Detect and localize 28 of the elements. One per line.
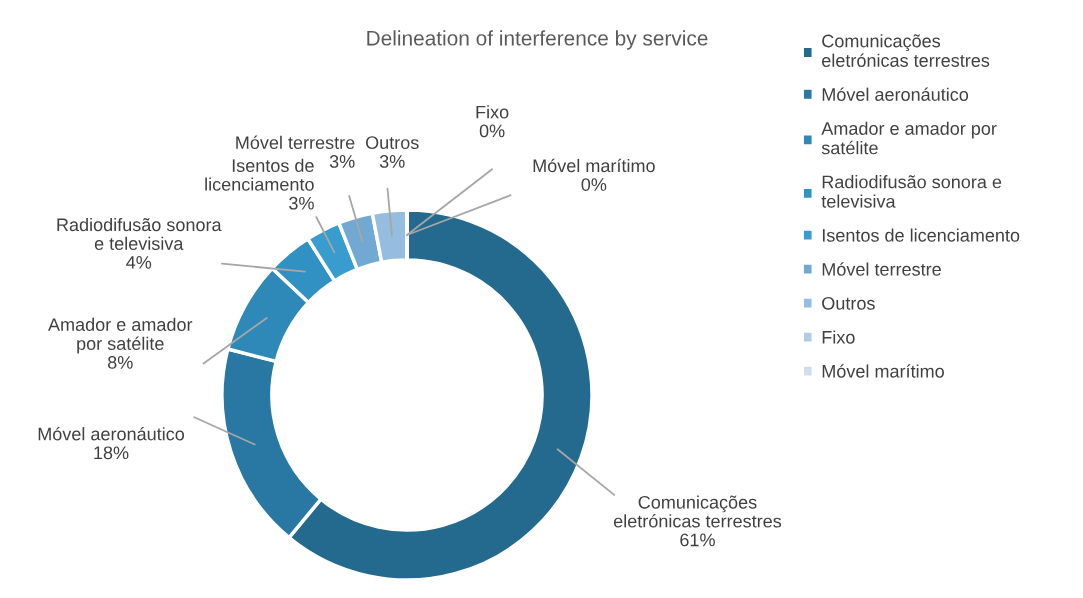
legend-label: Comunicações eletrónicas terrestres	[822, 34, 990, 67]
slice-label: Móvel aeronáutico	[38, 426, 185, 441]
category-label: Móvel marítimo	[533, 158, 655, 173]
slice-label: Outros	[365, 136, 419, 150]
legend-label: Móvel marítimo	[822, 364, 944, 378]
data-label: 3%	[289, 196, 314, 210]
chart-title: Delineation of interference by service	[367, 30, 708, 50]
category-label: Fixo	[476, 105, 509, 119]
legend-label: Isentos de licenciamento	[822, 228, 1020, 242]
slice-label: Radiodifusão sonora e televisiva	[57, 217, 222, 250]
slice-label: Isentos de licenciamento	[205, 158, 314, 191]
data-label: 3%	[329, 155, 355, 168]
data-label: 18%	[94, 446, 129, 460]
legend-label: Radiodifusão sonora e televisiva	[821, 175, 1002, 208]
data-label: 3%	[379, 155, 405, 168]
text: 0%	[479, 124, 505, 138]
legend-label: Outros	[822, 296, 875, 310]
slice-label: Amador e amador por satélite	[48, 317, 193, 354]
data-label: 61%	[680, 533, 715, 547]
legend-label: Amador e amador por satélite	[821, 121, 997, 155]
legend-label: Fixo	[822, 330, 855, 344]
data-label: 4%	[126, 256, 152, 269]
legend-label: Móvel aeronáutico	[822, 87, 969, 101]
slice-label: Móvel terrestre	[236, 135, 355, 150]
text: 0%	[581, 178, 607, 191]
slice-label: Comunicações eletrónicas terrestres	[613, 495, 782, 528]
data-label: 8%	[107, 356, 133, 369]
legend-label: Móvel terrestre	[822, 262, 941, 276]
